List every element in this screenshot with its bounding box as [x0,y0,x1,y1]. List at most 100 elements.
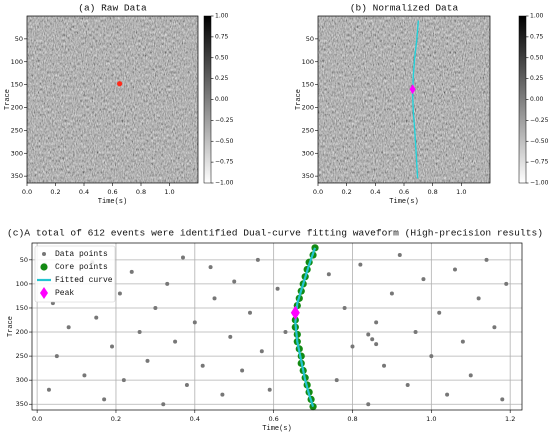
y-tick-label: 100 [11,58,23,66]
colorbar-tick-label: 0.25 [530,75,544,82]
data-point [366,332,371,337]
x-tick-label: 0.4 [370,188,380,196]
data-point [374,342,379,347]
colorbar-tick-label: −0.75 [215,159,234,166]
peak-marker [290,305,300,320]
plot-frame [26,15,199,184]
colorbar-tick-label: 1.00 [530,13,544,20]
data-point [255,257,260,262]
y-axis-label: Trace [4,89,12,110]
x-tick-label: 1.2 [505,415,515,423]
legend-box [34,245,116,303]
legend-label: Core points [55,263,108,272]
x-axis-label: Time(s) [262,425,291,433]
legend-label: Data points [55,250,108,259]
noise-texture [318,16,490,183]
x-tick-label: 0.4 [190,415,200,423]
y-tick-label: 250 [302,126,314,134]
colorbar-tick-label: 0.00 [530,96,544,103]
colorbar-tick-label: −1.00 [215,180,234,187]
colorbar-tick-label: 0.75 [530,33,544,40]
data-point [370,337,375,342]
data-point [66,325,71,330]
data-point [460,339,465,344]
x-tick-label: 0.8 [136,188,146,196]
colorbar-tick-label: −0.25 [215,117,234,124]
y-tick-label: 200 [16,328,28,336]
colorbar-tick-label: 0.00 [215,96,229,103]
data-point [452,267,457,272]
data-point [161,402,166,407]
x-tick-label: 0.0 [22,188,32,196]
data-point [117,291,122,296]
data-point [283,330,288,335]
colorbar-tick-label: −0.50 [530,138,549,145]
colorbar-tick-label: 1.00 [215,13,229,20]
data-point [110,344,115,349]
data-point [208,265,213,270]
data-point [247,310,252,315]
plot-frame [317,15,491,184]
colorbar-tick-label: −0.75 [530,159,549,166]
data-point [165,281,170,286]
data-point [173,339,178,344]
legend-label: Fitted curve [55,276,113,285]
data-point [46,387,51,392]
noise-texture [27,16,198,183]
data-point [121,378,126,383]
x-tick-label: 0.8 [427,188,437,196]
panel-title: (a) Raw Data [78,3,147,14]
data-point [413,330,418,335]
data-point [82,373,87,378]
y-tick-label: 350 [302,172,314,180]
data-point [389,291,394,296]
x-tick-label: 0.2 [341,188,351,196]
data-point [240,368,245,373]
y-tick-label: 50 [306,35,314,43]
x-tick-label: 1.0 [426,415,436,423]
data-point [145,358,150,363]
x-tick-label: 1.0 [456,188,466,196]
data-point [102,397,107,402]
y-tick-label: 100 [302,58,314,66]
y-tick-label: 300 [11,149,23,157]
data-point [267,387,272,392]
x-axis-label: Time(s) [98,198,127,206]
data-point [137,330,142,335]
data-point [397,253,402,258]
legend-swatch [40,263,48,271]
data-point [437,310,442,315]
y-tick-label: 100 [16,280,28,288]
x-tick-label: 0.2 [50,188,60,196]
data-point [468,373,473,378]
y-tick-label: 50 [20,256,28,264]
y-tick-label: 200 [302,104,314,112]
colorbar-tick-label: 0.25 [215,75,229,82]
data-point [192,320,197,325]
x-tick-label: 0.0 [32,415,42,423]
x-tick-label: 0.8 [347,415,357,423]
data-point [445,392,450,397]
x-tick-label: 0.2 [111,415,121,423]
x-tick-label: 0.4 [79,188,89,196]
y-tick-label: 250 [16,352,28,360]
x-tick-label: 0.6 [107,188,117,196]
panel-title: (b) Normalized Data [350,3,459,14]
data-point [421,277,426,282]
data-point [374,320,379,325]
peak-marker [117,81,123,87]
colorbar [203,15,212,184]
y-tick-label: 200 [11,104,23,112]
x-tick-label: 0.6 [268,415,278,423]
y-tick-label: 350 [11,172,23,180]
data-point [350,344,355,349]
y-tick-label: 150 [302,81,314,89]
data-point [492,325,497,330]
fitted-curve [294,247,317,407]
y-tick-label: 300 [16,376,28,384]
y-tick-label: 300 [302,149,314,157]
data-point [342,305,347,310]
data-point [275,286,280,291]
colorbar-tick-label: −0.25 [530,117,549,124]
colorbar-tick-label: −0.50 [215,138,234,145]
